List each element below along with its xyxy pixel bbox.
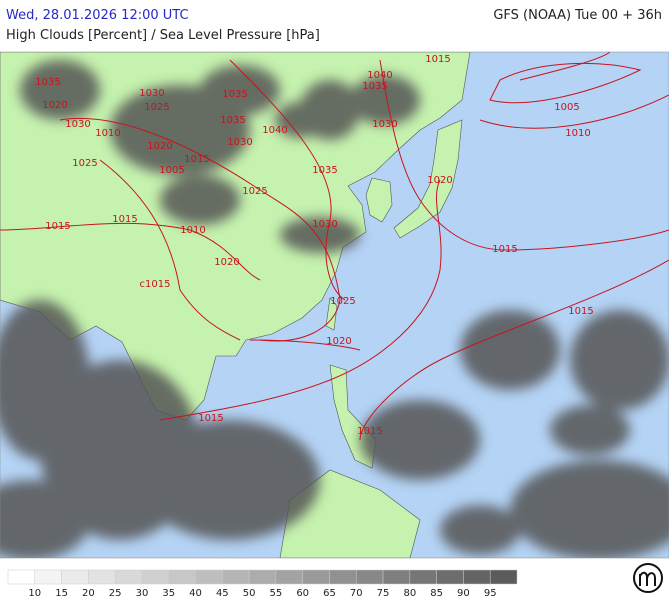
isobar-label: 1030 (139, 88, 164, 99)
legend-swatch (88, 569, 116, 585)
isobar-label: 1035 (222, 89, 247, 100)
legend-label: 35 (162, 588, 175, 599)
isobar-label: c1015 (140, 279, 171, 290)
isobar-label-group: 1035 1020 1030 1010 1025 1015 1015 1010 1020 c101… (35, 54, 593, 437)
isobar-label: 1015 (357, 426, 382, 437)
legend-swatch (382, 569, 411, 585)
legend-label: 70 (350, 588, 363, 599)
isobar-label: 1015 (568, 306, 593, 317)
isobar-label: 1020 (42, 100, 67, 111)
legend-swatch (489, 569, 518, 585)
isobar-label: 1025 (144, 102, 169, 113)
legend-label: 80 (403, 588, 416, 599)
legend: 10 15 20 25 30 35 40 45 50 55 60 65 70 75 80 85 90 95 (7, 569, 518, 599)
legend-swatch (356, 569, 384, 585)
legend-label: 30 (136, 588, 149, 599)
legend-label: 75 (377, 588, 390, 599)
isobar-label: 1035 (312, 165, 337, 176)
legend-label: 15 (55, 588, 68, 599)
high-clouds (0, 60, 669, 558)
legend-label: 10 (28, 588, 41, 599)
legend-label: 90 (457, 588, 470, 599)
legend-label: 60 (296, 588, 309, 599)
subtitle: High Clouds [Percent] / Sea Level Pressu… (6, 28, 320, 43)
isobar-label: 1015 (45, 221, 70, 232)
isobar-label: 1010 (180, 225, 205, 236)
legend-swatch (7, 569, 36, 585)
isobar-label: 1025 (330, 296, 355, 307)
legend-swatch (34, 569, 62, 585)
isobar-label: 1030 (372, 119, 397, 130)
map: 1035 1020 1030 1010 1025 1015 1015 1010 1020 c101… (0, 52, 669, 558)
isobar-label: 1020 (214, 257, 239, 268)
legend-label: 45 (216, 588, 229, 599)
legend-swatch (409, 569, 437, 585)
isobar-label: 1035 (220, 115, 245, 126)
isobar-label: 1010 (565, 128, 590, 139)
isobar-label: 1035 (35, 77, 60, 88)
legend-swatch (463, 569, 491, 585)
isobar-label: 1020 (326, 336, 351, 347)
korea (365, 177, 393, 223)
legend-label: 25 (109, 588, 122, 599)
isobar-label: 1015 (198, 413, 223, 424)
isobar-label: 1040 (262, 125, 287, 136)
legend-swatch (195, 569, 223, 585)
isobar-label: 1020 (147, 141, 172, 152)
isobar-label: 1025 (72, 158, 97, 169)
legend-label: 55 (270, 588, 283, 599)
legend-label: 40 (189, 588, 202, 599)
isobar-label: 1040 (367, 70, 392, 81)
japan (393, 119, 463, 239)
legend-swatch (141, 569, 169, 585)
legend-label: 85 (430, 588, 443, 599)
model-run: GFS (NOAA) Tue 00 + 36h (493, 8, 662, 23)
legend-swatch (275, 569, 303, 585)
isobar-label: 1015 (492, 244, 517, 255)
legend-label: 65 (323, 588, 336, 599)
legend-swatch (436, 569, 464, 585)
isobar-label: 1020 (427, 175, 452, 186)
legend-swatch (61, 569, 89, 585)
legend-label: 50 (243, 588, 256, 599)
isobar-label: 1030 (65, 119, 90, 130)
legend-swatch (329, 569, 357, 585)
legend-swatch (248, 569, 277, 585)
legend-swatch (114, 569, 143, 585)
datetime: Wed, 28.01.2026 12:00 UTC (6, 8, 189, 23)
isobar-label: 1015 (425, 54, 450, 65)
isobar-label: 1035 (362, 81, 387, 92)
legend-swatch (222, 569, 250, 585)
legend-swatch (302, 569, 330, 585)
legend-label: 20 (82, 588, 95, 599)
legend-swatch (168, 569, 196, 585)
isobar-label: 1030 (227, 137, 252, 148)
isobar-label: 1005 (159, 165, 184, 176)
isobar-label: 1005 (554, 102, 579, 113)
isobars (0, 52, 669, 441)
isobar-label: 1025 (242, 186, 267, 197)
isobar-label: 1030 (312, 219, 337, 230)
map-frame (0, 51, 669, 559)
isobar-label: 1010 (95, 128, 120, 139)
logo (633, 563, 663, 593)
isobar-label: 1015 (112, 214, 137, 225)
legend-label: 95 (484, 588, 497, 599)
isobar-label: 1015 (184, 154, 209, 165)
